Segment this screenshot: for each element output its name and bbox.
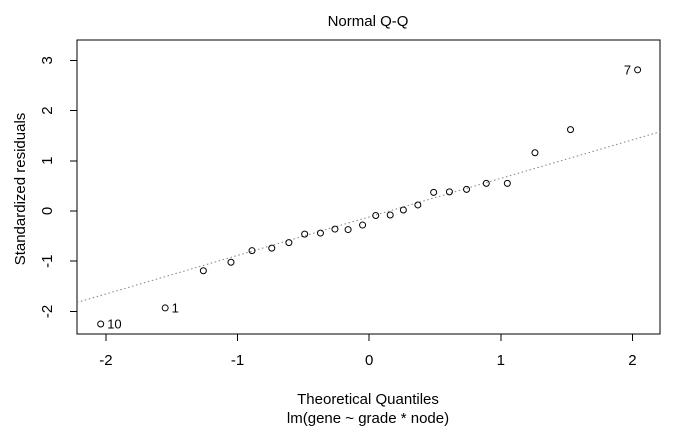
point-label: 7 [624,62,631,77]
x-axis-sublabel: lm(gene ~ grade * node) [287,410,449,427]
data-point [248,247,256,255]
y-axis-tick-label: 2 [39,106,56,114]
data-point [482,179,490,187]
point-label: 1 [172,300,179,315]
points-group: 10 1 7 [97,62,642,332]
data-point [359,221,367,229]
y-axis-tick-label: -2 [39,305,56,318]
data-point [430,188,438,196]
data-point [97,320,105,328]
y-axis-label: Standardized residuals [12,113,29,266]
data-point [268,244,276,252]
qq-reference-line [76,131,661,303]
y-axis-tick-label: -1 [39,255,56,268]
x-axis-tick-label: -1 [231,352,244,369]
x-axis-tick-label: -2 [99,352,112,369]
data-point [301,230,309,238]
data-point [331,225,339,233]
data-point [199,267,207,275]
data-point [285,239,293,247]
x-axis-tick-label: 2 [628,352,636,369]
data-point [316,229,324,237]
data-point [531,149,539,157]
plot-box [76,39,661,335]
data-point [399,206,407,214]
data-point [634,66,642,74]
chart-title: Normal Q-Q [328,13,409,30]
data-point [161,304,169,312]
data-point [463,185,471,193]
data-point [227,258,235,266]
point-label: 10 [107,317,121,332]
x-axis-tick-label: 1 [497,352,505,369]
reference-line-group [76,131,661,303]
data-point [567,126,575,134]
data-point [386,211,394,219]
axes-group: -2 -1 0 1 2 -2 -1 0 1 2 3 [39,56,637,369]
data-point [414,201,422,209]
data-point [445,188,453,196]
data-point [344,226,352,234]
y-axis-tick-label: 3 [39,56,56,64]
x-axis-label: Theoretical Quantiles [297,391,439,408]
data-point [372,212,380,220]
y-axis-tick-label: 1 [39,157,56,165]
x-axis-tick-label: 0 [365,352,373,369]
y-axis-tick-label: 0 [39,207,56,215]
data-point [503,179,511,187]
